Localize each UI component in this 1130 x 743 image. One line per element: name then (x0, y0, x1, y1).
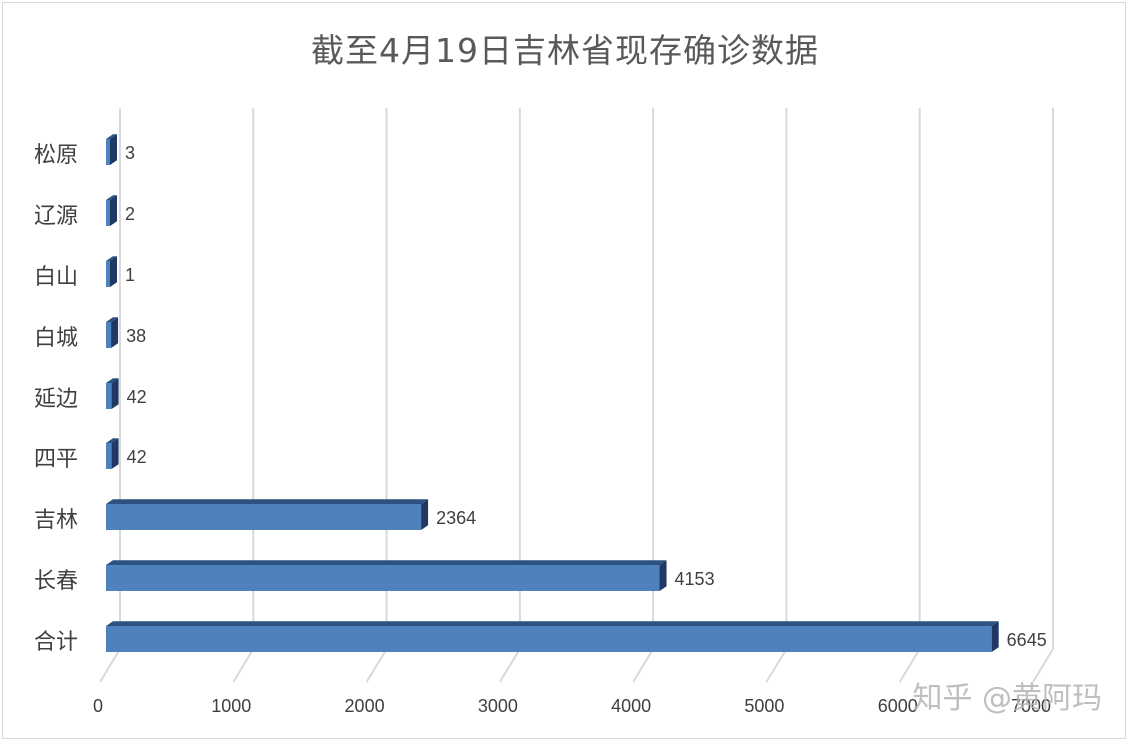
category-label: 辽源 (34, 204, 78, 229)
bar-top-合计 (106, 621, 999, 626)
bar-side-白山 (110, 256, 117, 287)
x-tick-label: 3000 (478, 696, 518, 716)
x-tick-label: 2000 (345, 696, 385, 716)
bar-吉林 (106, 504, 422, 530)
x-tick-label: 7000 (1011, 696, 1051, 716)
bar-side-四平 (111, 438, 119, 469)
x-tick-label: 4000 (611, 696, 651, 716)
bar-side-延边 (111, 378, 119, 409)
bar-side-白城 (111, 317, 119, 348)
bar-side-辽源 (110, 195, 117, 226)
data-label: 1 (125, 265, 135, 285)
watermark: 知乎 @黄阿玛 (912, 681, 1102, 716)
bar-top-辽源 (106, 195, 117, 200)
category-label: 合计 (34, 630, 78, 655)
category-label: 长春 (34, 569, 78, 594)
data-label: 3 (125, 143, 135, 163)
category-label: 松原 (34, 143, 78, 168)
x-tick-label: 5000 (744, 696, 784, 716)
x-tick-label: 0 (93, 696, 103, 716)
category-label: 延边 (34, 387, 78, 412)
data-label: 2364 (436, 508, 476, 528)
bar-延边 (106, 383, 112, 409)
bar-白山 (106, 261, 110, 287)
bar-side-松原 (110, 134, 117, 165)
data-label: 6645 (1007, 630, 1047, 650)
bar-白城 (106, 322, 112, 348)
floor-line-7000 (1032, 648, 1054, 683)
data-label: 4153 (675, 569, 715, 589)
bar-top-白城 (106, 317, 119, 322)
bar-合计 (106, 626, 992, 652)
data-label: 38 (126, 326, 146, 346)
bar-top-白山 (106, 256, 117, 261)
bar-top-四平 (106, 438, 119, 443)
category-label: 四平 (34, 447, 78, 472)
floor-line-4000 (632, 648, 654, 683)
bar-辽源 (106, 200, 110, 226)
bar-side-吉林 (421, 499, 429, 530)
data-label: 2 (125, 204, 135, 224)
bar-top-延边 (106, 378, 119, 383)
data-label: 42 (127, 447, 147, 467)
category-label: 白山 (34, 265, 78, 290)
bar-side-合计 (991, 621, 999, 652)
floor-line-2000 (365, 648, 388, 683)
chart-title: 截至4月19日吉林省现存确诊数据 (311, 31, 819, 70)
x-tick-label: 6000 (878, 696, 918, 716)
bar-top-长春 (106, 560, 667, 565)
bar-长春 (106, 565, 660, 591)
category-label: 吉林 (34, 508, 78, 533)
floor-line-1000 (232, 648, 255, 683)
data-label: 42 (127, 387, 147, 407)
bar-top-松原 (106, 134, 117, 139)
category-label: 白城 (34, 326, 78, 351)
floor-line-5000 (765, 648, 788, 683)
bar-四平 (106, 443, 112, 469)
floor-line-0 (99, 648, 121, 683)
bar-side-长春 (659, 560, 667, 591)
floor-line-6000 (898, 648, 921, 683)
floor-line-3000 (499, 648, 521, 683)
bar-松原 (106, 139, 110, 165)
x-tick-label: 1000 (211, 696, 251, 716)
bar-top-吉林 (106, 499, 429, 504)
